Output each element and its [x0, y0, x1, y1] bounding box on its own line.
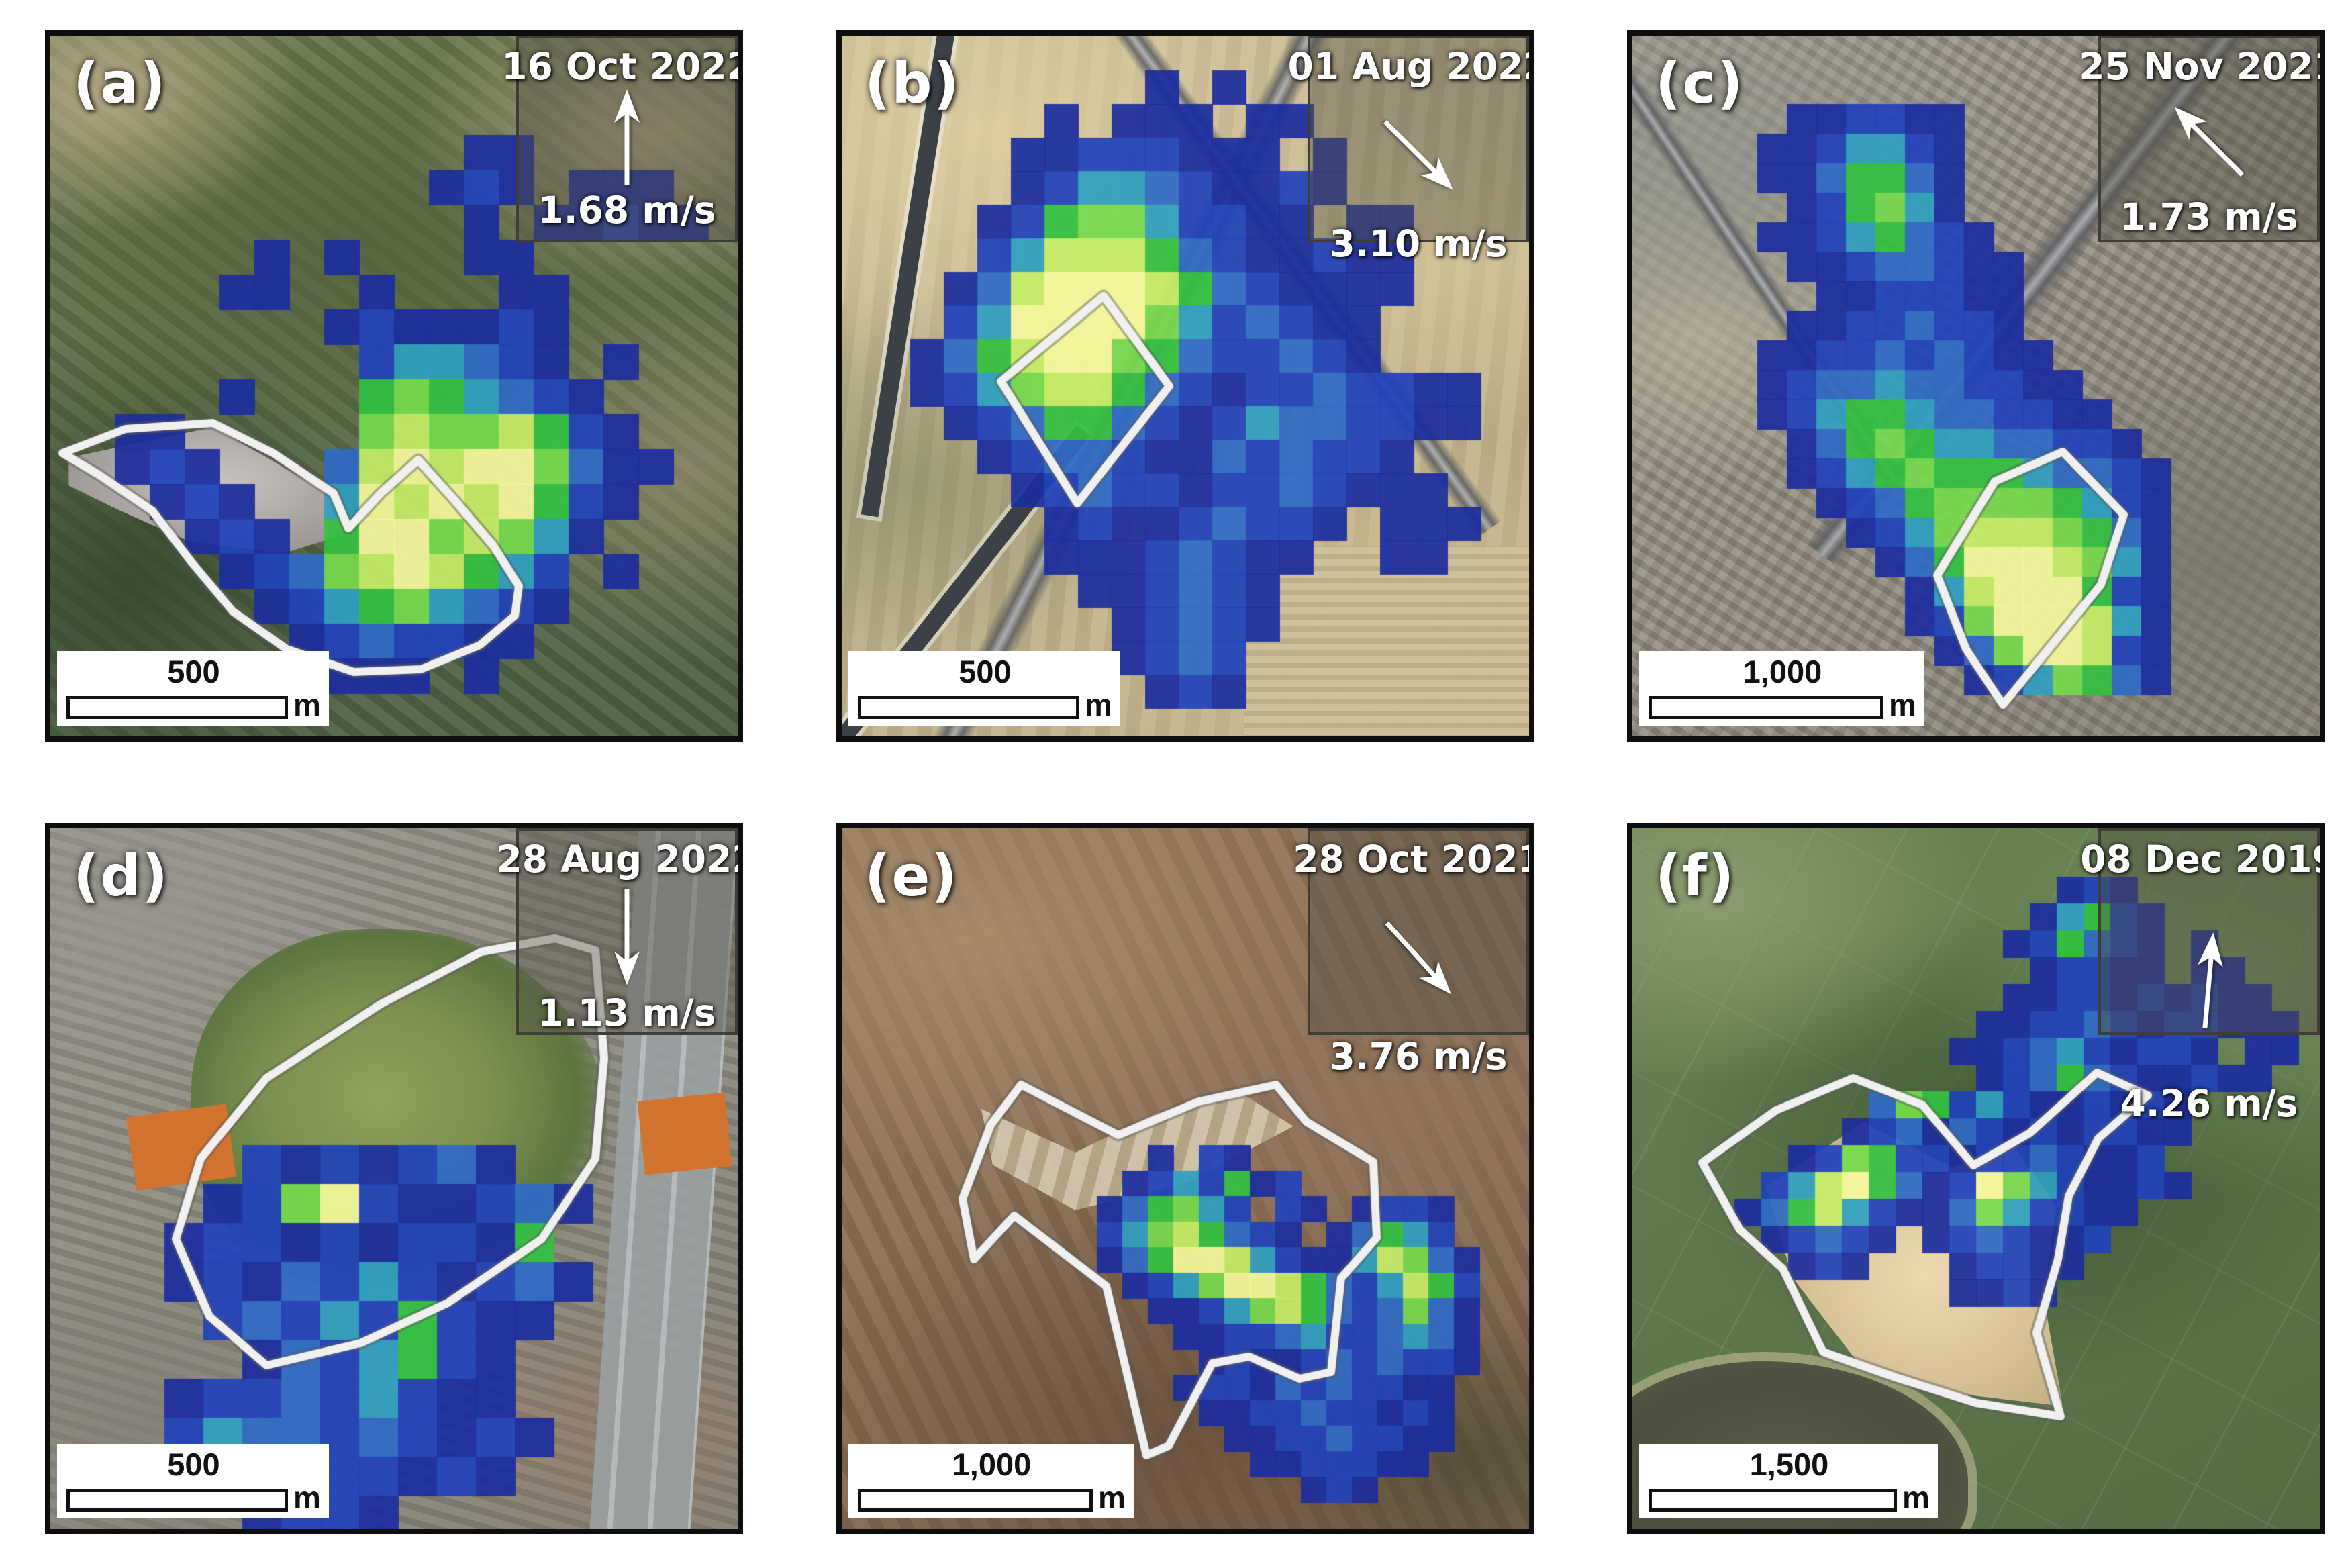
observation-date: 28 Oct 2021: [1293, 838, 1534, 881]
scale-value: 1,000: [1743, 654, 1822, 690]
scale-bar-rect: [858, 696, 1079, 719]
scale-bar-row: m: [858, 1479, 1126, 1515]
panel-label: (c): [1655, 50, 1745, 116]
scale-unit: m: [293, 687, 321, 722]
wind-direction-arrow: [2198, 932, 2223, 1029]
methane-plume-overlay: [50, 36, 738, 736]
wind-direction-arrow: [1383, 120, 1453, 190]
panel-label: (b): [865, 50, 961, 116]
observation-date: 01 Aug 2022: [1287, 45, 1534, 88]
scale-bar-row: m: [1649, 1479, 1930, 1515]
wind-direction-arrow: [1385, 921, 1451, 995]
scale-unit: m: [1902, 1479, 1930, 1515]
scale-bar: 1,000 m: [848, 1444, 1134, 1518]
scale-bar-row: m: [858, 687, 1112, 722]
scale-bar-row: m: [66, 1479, 321, 1515]
wind-info-box: 16 Oct 2022 1.68 m/s: [501, 36, 738, 242]
observation-date: 08 Dec 2019: [2080, 838, 2325, 881]
wind-info-box: 01 Aug 2022 3.10 m/s: [1288, 36, 1529, 265]
wind-speed: 1.68 m/s: [538, 189, 716, 232]
scale-bar: 500 m: [848, 651, 1120, 726]
methane-plume-overlay: [1632, 36, 2320, 736]
scale-bar-row: m: [66, 687, 321, 722]
scale-bar: 500 m: [57, 1444, 329, 1518]
observation-date: 28 Aug 2022: [496, 838, 743, 881]
methane-plume-overlay: [842, 828, 1529, 1529]
methane-plume-overlay: [50, 828, 738, 1529]
panel-label: (d): [73, 843, 169, 909]
wind-speed: 4.26 m/s: [2120, 1082, 2298, 1125]
scale-bar-rect: [66, 1489, 288, 1512]
map-panel: (e) 28 Oct 2021 3.76 m/s 1,000 m: [836, 823, 1534, 1534]
scale-unit: m: [1098, 1479, 1126, 1515]
wind-speed: 3.76 m/s: [1329, 1035, 1508, 1078]
scale-unit: m: [1085, 687, 1112, 722]
scale-bar-rect: [858, 1489, 1093, 1512]
scale-bar-rect: [66, 696, 288, 719]
wind-speed: 1.13 m/s: [538, 991, 716, 1034]
scale-bar: 1,500 m: [1639, 1444, 1938, 1518]
wind-speed: 1.73 m/s: [2120, 195, 2298, 238]
scale-value: 500: [167, 654, 220, 690]
map-panel: (b) 01 Aug 2022 3.10 m/s 500 m: [836, 30, 1534, 742]
scale-unit: m: [1889, 687, 1916, 722]
wind-speed: 3.10 m/s: [1329, 222, 1508, 265]
wind-info-box: 08 Dec 2019 4.26 m/s: [2080, 828, 2320, 1125]
map-panel: (a) 16 Oct 2022 1.68 m/s 500 m: [45, 30, 743, 742]
observation-date: 16 Oct 2022: [501, 45, 743, 88]
scale-bar-row: m: [1649, 687, 1916, 722]
wind-info-box: 25 Nov 2021 1.73 m/s: [2079, 36, 2320, 242]
panel-label: (a): [73, 50, 167, 116]
panel-label: (f): [1655, 843, 1736, 909]
map-panel: (d) 28 Aug 2022 1.13 m/s 500 m: [45, 823, 743, 1534]
panel-label: (e): [865, 843, 959, 909]
scale-bar-rect: [1649, 696, 1883, 719]
map-panel: (f) 08 Dec 2019 4.26 m/s 1,500 m: [1627, 823, 2325, 1534]
map-panel: (c) 25 Nov 2021 1.73 m/s 1,000 m: [1627, 30, 2325, 742]
scale-value: 500: [959, 654, 1012, 690]
wind-info-box: 28 Oct 2021 3.76 m/s: [1293, 828, 1529, 1078]
wind-direction-arrow: [614, 889, 640, 985]
observation-date: 25 Nov 2021: [2079, 45, 2325, 88]
scale-value: 1,500: [1749, 1447, 1829, 1483]
scale-bar: 500 m: [57, 651, 329, 726]
scale-bar-rect: [1649, 1489, 1897, 1512]
wind-info-box: 28 Aug 2022 1.13 m/s: [497, 828, 738, 1035]
scale-bar: 1,000 m: [1639, 651, 1924, 726]
scale-value: 1,000: [952, 1447, 1032, 1483]
wind-direction-arrow: [2174, 107, 2244, 177]
scale-unit: m: [293, 1479, 321, 1515]
methane-plume-overlay: [1632, 828, 2320, 1529]
scale-value: 500: [167, 1447, 220, 1483]
wind-direction-arrow: [614, 89, 640, 185]
